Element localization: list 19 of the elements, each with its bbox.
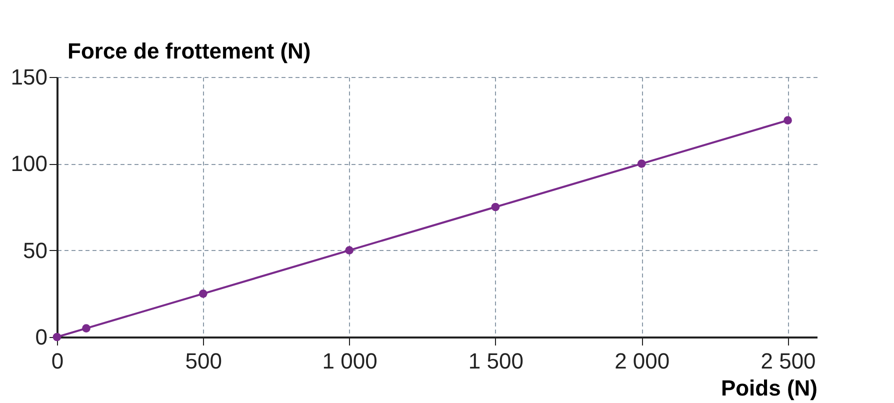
y-axis-title: Force de frottement (N) (68, 38, 311, 64)
y-tick-label: 50 (23, 238, 48, 263)
point (198, 289, 208, 298)
x-tick-label: 2 500 (760, 348, 816, 374)
y-tick-label: 150 (10, 64, 48, 90)
x-tick-label: 1 000 (322, 348, 378, 374)
point (52, 332, 62, 342)
x-tick-label: 2 000 (614, 348, 670, 374)
point (784, 116, 792, 125)
y-tick-label: 100 (10, 151, 48, 176)
point (345, 246, 354, 255)
y-tick-label: 0 (35, 324, 48, 350)
x-tick-label: 1 500 (468, 348, 524, 374)
point (82, 324, 90, 333)
x-tick-label: 500 (185, 348, 222, 374)
point (491, 202, 500, 212)
x-axis-title: Poids (N) (720, 376, 818, 400)
point (637, 159, 646, 168)
x-tick-label: 0 (51, 348, 64, 374)
